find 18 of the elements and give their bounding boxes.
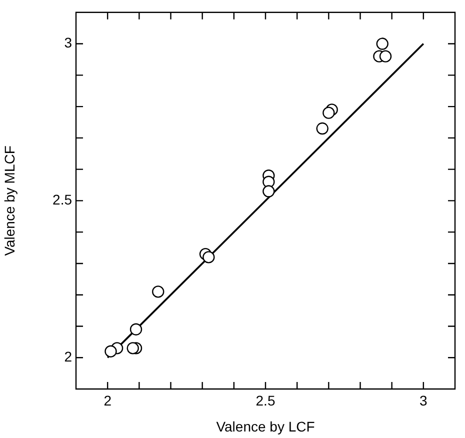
y-tick-label: 3 — [64, 34, 72, 51]
y-tick-label: 2.5 — [52, 192, 72, 208]
point — [202, 251, 215, 264]
x-tick-label: 2.5 — [256, 392, 276, 408]
point — [130, 323, 142, 336]
point — [262, 185, 275, 198]
y-axis-title: Valence by MLCF — [1, 146, 18, 256]
point — [379, 50, 392, 62]
y-tick-label: 2 — [64, 348, 72, 364]
point — [376, 38, 388, 50]
point — [316, 122, 328, 135]
point — [104, 345, 117, 358]
point — [126, 342, 139, 354]
x-axis-title: Valence by LCF — [216, 418, 315, 434]
x-tick-label: 3 — [420, 392, 428, 408]
x-tick-label: 2 — [104, 392, 112, 408]
point — [152, 286, 164, 298]
point — [322, 106, 335, 119]
